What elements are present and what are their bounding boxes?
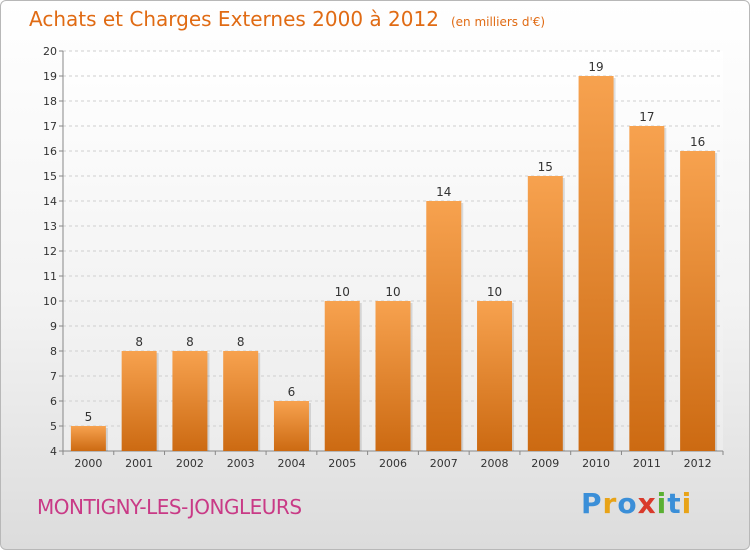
y-tick-label: 10 — [43, 295, 57, 308]
bar-value-label: 17 — [639, 110, 654, 124]
logo-letter: P — [581, 487, 603, 520]
chart-title-block: Achats et Charges Externes 2000 à 2012 (e… — [29, 7, 545, 31]
x-tick-label: 2012 — [684, 457, 712, 470]
bar-value-label: 19 — [588, 60, 603, 74]
axes: 4 5 6 7 8 9 10 11 12 13 14 15 16 17 18 19 20 2000 2001 2002… — [43, 45, 724, 470]
bar-value-label: 8 — [135, 335, 143, 349]
bar-2003 — [223, 351, 259, 451]
y-tick-label: 11 — [43, 270, 57, 283]
data-labels: 5 8 8 8 6 10 10 14 10 15 19 17 16 — [85, 60, 706, 424]
bar-value-label: 14 — [436, 185, 451, 199]
bar-value-label: 10 — [335, 285, 350, 299]
chart-title: Achats et Charges Externes 2000 à 2012 — [29, 7, 439, 31]
y-tick-label: 19 — [43, 70, 57, 83]
bar-value-label: 5 — [85, 410, 93, 424]
x-tick-label: 2000 — [74, 457, 102, 470]
bar-value-label: 10 — [385, 285, 400, 299]
bars — [70, 76, 718, 451]
y-tick-label: 17 — [43, 120, 57, 133]
logo-letter: o — [617, 487, 638, 520]
x-tick-label: 2011 — [633, 457, 661, 470]
bar-2009 — [527, 176, 563, 451]
bar-value-label: 6 — [288, 385, 296, 399]
y-tick-label: 20 — [43, 45, 57, 58]
y-tick-label: 5 — [50, 420, 57, 433]
y-tick-label: 9 — [50, 320, 57, 333]
bar-value-label: 16 — [690, 135, 705, 149]
logo-letter: t — [667, 487, 682, 520]
bar-2007 — [426, 201, 462, 451]
bar-value-label: 15 — [538, 160, 553, 174]
bar-value-label: 8 — [237, 335, 245, 349]
x-tick-label: 2001 — [125, 457, 153, 470]
y-tick-label: 7 — [50, 370, 57, 383]
x-tick-label: 2003 — [227, 457, 255, 470]
logo-letter: x — [637, 487, 657, 520]
proxiti-logo[interactable]: Proxiti — [581, 487, 692, 520]
y-tick-label: 4 — [50, 445, 57, 458]
bar-2010 — [578, 76, 614, 451]
bar-2006 — [375, 301, 411, 451]
commune-name: MONTIGNY-LES-JONGLEURS — [37, 495, 302, 519]
logo-letter: i — [656, 487, 668, 520]
bar-2002 — [172, 351, 208, 451]
y-tick-label: 6 — [50, 395, 57, 408]
y-tick-label: 14 — [43, 195, 57, 208]
bar-2004 — [273, 401, 309, 451]
bar-2008 — [477, 301, 513, 451]
x-tick-label: 2007 — [430, 457, 458, 470]
bar-2012 — [680, 151, 716, 451]
y-tick-label: 18 — [43, 95, 57, 108]
logo-letter: i — [681, 487, 693, 520]
x-tick-label: 2008 — [481, 457, 509, 470]
bar-value-label: 10 — [487, 285, 502, 299]
y-tick-label: 12 — [43, 245, 57, 258]
x-tick-label: 2002 — [176, 457, 204, 470]
y-tick-label: 15 — [43, 170, 57, 183]
x-tick-label: 2005 — [328, 457, 356, 470]
y-tick-label: 13 — [43, 220, 57, 233]
bar-2001 — [121, 351, 157, 451]
bar-2000 — [70, 426, 106, 451]
x-tick-label: 2009 — [531, 457, 559, 470]
logo-letter: r — [602, 487, 618, 520]
x-tick-label: 2006 — [379, 457, 407, 470]
bar-2011 — [629, 126, 665, 451]
chart-unit: (en milliers d'€) — [450, 15, 546, 29]
bar-2005 — [324, 301, 360, 451]
x-tick-label: 2010 — [582, 457, 610, 470]
y-tick-label: 8 — [50, 345, 57, 358]
x-tick-label: 2004 — [277, 457, 305, 470]
bar-value-label: 8 — [186, 335, 194, 349]
y-tick-label: 16 — [43, 145, 57, 158]
